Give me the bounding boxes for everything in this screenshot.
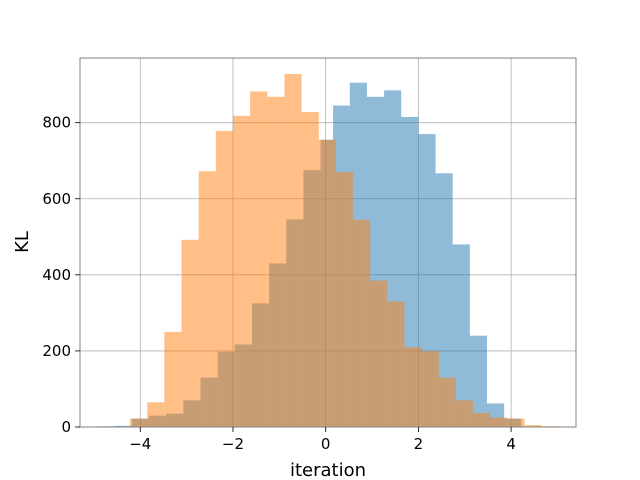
axis-ticks: −4 −2 0 2 4 0 200 400 600 800 [42,114,516,453]
series-1-bar-2 [164,331,182,427]
series-1-bar-21 [490,417,508,427]
series-1-bar-4 [198,171,216,427]
series-1-bar-9 [284,73,302,427]
y-tick-label-2: 400 [42,266,71,284]
histogram-bars [97,73,559,428]
y-axis-label: KL [12,231,33,253]
y-tick-label-1: 200 [42,342,71,360]
y-tick-label-3: 600 [42,190,71,208]
series-0-bar-20 [435,173,453,427]
x-tick-label-0: −4 [129,435,151,453]
plot-frame [79,57,577,428]
y-tick-label-4: 800 [42,114,71,132]
series-1-bar-15 [387,301,405,427]
series-0-bar-22 [469,335,487,427]
series-1-bar-23 [524,425,542,427]
x-tick-label-3: 2 [414,435,424,453]
series-1-bar-13 [353,219,371,427]
series-0-bar-21 [452,244,470,427]
series-1-bar-6 [232,115,251,427]
series-1-bar-0 [130,418,148,427]
series-1-bar-5 [215,131,233,427]
series-1-bar-10 [301,112,319,427]
series-1-bar-22 [507,418,525,427]
series-1-bar-1 [147,402,165,427]
series-1-bar-17 [421,350,439,427]
series-0-bar-1 [114,425,132,427]
x-tick-label-1: −2 [222,435,244,453]
x-tick-label-4: 4 [506,435,516,453]
y-tick-label-0: 0 [61,418,71,436]
series-1-bar-3 [181,239,199,427]
series-1-bar-7 [250,91,268,427]
series-1-bar-18 [438,377,456,427]
series-1-bar-19 [455,400,474,427]
series-1-bar-20 [473,412,491,427]
series-1-bar-12 [335,172,354,427]
series-1-bar-16 [404,347,422,427]
series-1-bar-11 [318,139,336,427]
x-axis-label: iteration [290,460,366,480]
series-1-bar-8 [267,96,285,427]
x-tick-label-2: 0 [321,435,331,453]
series-1-bar-14 [370,280,388,427]
